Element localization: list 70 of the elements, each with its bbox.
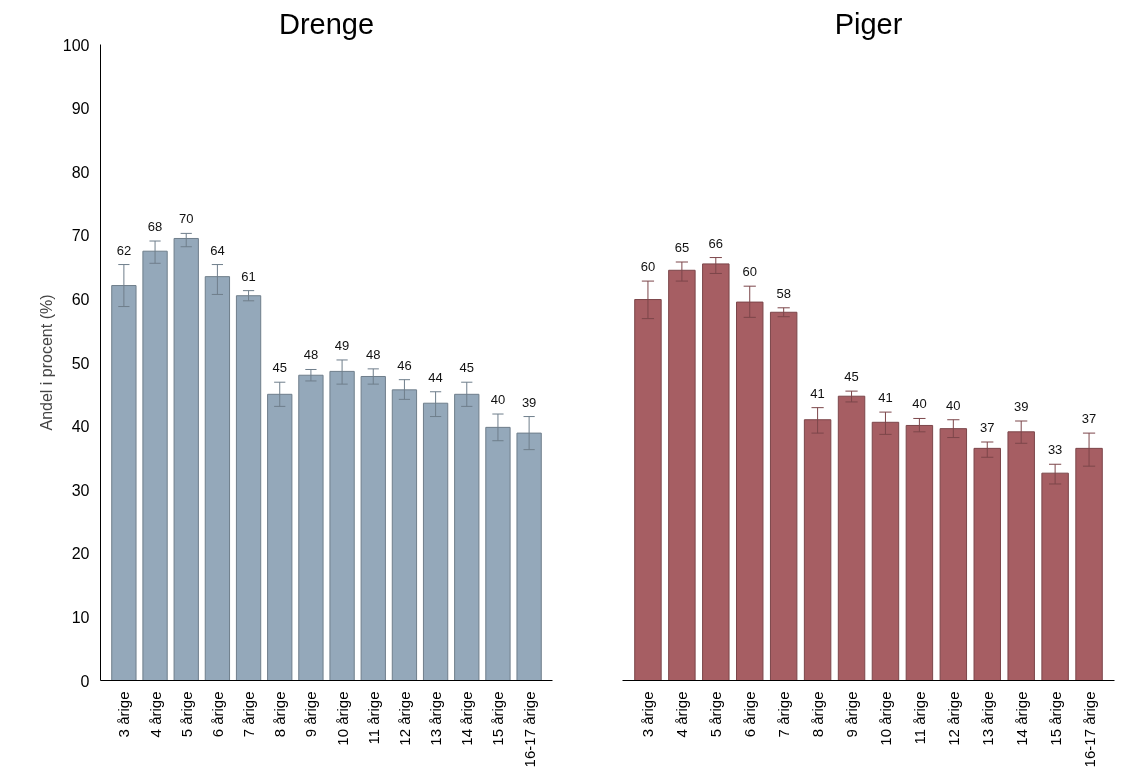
x-tick-label: 11 årige — [910, 691, 928, 745]
x-tick-label: 9 årige — [302, 691, 320, 738]
x-tick-label: 12 årige — [395, 691, 413, 746]
x-tick-label: 10 årige — [876, 691, 894, 746]
x-tick-label: 6 årige — [208, 691, 226, 738]
data-label: 64 — [210, 242, 225, 258]
data-label: 40 — [946, 397, 961, 413]
data-label: 44 — [428, 369, 443, 385]
y-tick-label: 0 — [80, 672, 90, 690]
data-label: 45 — [459, 360, 475, 376]
y-tick-label: 70 — [71, 227, 90, 245]
x-tick-label: 10 årige — [333, 691, 351, 746]
x-tick-label: 16-17 årige — [1080, 691, 1098, 768]
x-tick-label: 8 årige — [271, 691, 289, 738]
data-label: 70 — [178, 211, 194, 227]
x-tick-label: 15 årige — [489, 691, 507, 746]
y-axis-title: Andel i procent (%) — [37, 294, 55, 431]
data-label: 45 — [272, 360, 287, 376]
x-tick-label: 5 årige — [707, 691, 725, 738]
x-tick-label: 14 årige — [458, 691, 476, 746]
y-tick-label: 20 — [71, 545, 90, 563]
y-tick-label: 60 — [71, 290, 90, 308]
y-tick-label: 10 — [71, 608, 90, 626]
x-tick-label: 13 årige — [978, 691, 996, 746]
data-label: 58 — [776, 285, 791, 301]
y-tick-label: 40 — [71, 418, 90, 436]
x-tick-label: 4 årige — [146, 691, 164, 738]
data-label: 40 — [490, 392, 506, 408]
x-tick-label: 6 årige — [741, 691, 759, 738]
x-tick-label: 4 årige — [673, 691, 691, 738]
data-label: 48 — [303, 347, 319, 363]
data-label: 33 — [1047, 442, 1063, 458]
x-tick-label: 9 årige — [843, 691, 861, 738]
x-tick-label: 7 årige — [775, 691, 793, 738]
data-label: 62 — [116, 242, 132, 258]
data-label: 49 — [334, 337, 350, 353]
chart-title: Piger — [834, 7, 903, 40]
x-tick-label: 14 årige — [1012, 691, 1030, 746]
data-label: 61 — [241, 268, 256, 284]
data-label: 46 — [397, 357, 412, 373]
x-tick-label: 11 årige — [364, 691, 382, 745]
data-label: 37 — [1081, 411, 1097, 427]
data-label: 37 — [980, 420, 995, 435]
x-tick-label: 3 årige — [639, 691, 657, 738]
data-label: 39 — [521, 394, 537, 410]
x-tick-label: 5 årige — [177, 691, 195, 738]
x-tick-label: 3 årige — [115, 691, 133, 738]
data-label: 41 — [810, 385, 825, 401]
data-label: 40 — [912, 396, 927, 412]
data-label: 60 — [640, 259, 656, 275]
chart-title: Drenge — [278, 7, 375, 40]
x-tick-label: 12 årige — [944, 691, 962, 746]
y-tick-label: 30 — [71, 481, 90, 499]
x-tick-label: 16-17 årige — [520, 691, 538, 768]
x-tick-label: 7 årige — [240, 691, 258, 738]
data-label: 66 — [708, 235, 724, 251]
x-tick-label: 8 årige — [809, 691, 827, 738]
data-label: 41 — [878, 390, 893, 406]
data-label: 45 — [844, 369, 859, 385]
data-label: 60 — [742, 264, 757, 280]
data-label: 48 — [366, 346, 381, 362]
y-tick-label: 90 — [71, 100, 90, 118]
y-tick-label: 50 — [71, 354, 90, 372]
data-label: 68 — [147, 219, 163, 235]
y-tick-label: 100 — [62, 36, 90, 54]
y-tick-label: 80 — [71, 163, 90, 181]
data-label: 39 — [1013, 399, 1029, 415]
x-tick-label: 13 årige — [427, 691, 445, 746]
data-label: 65 — [674, 240, 690, 256]
x-tick-label: 15 årige — [1046, 691, 1064, 746]
